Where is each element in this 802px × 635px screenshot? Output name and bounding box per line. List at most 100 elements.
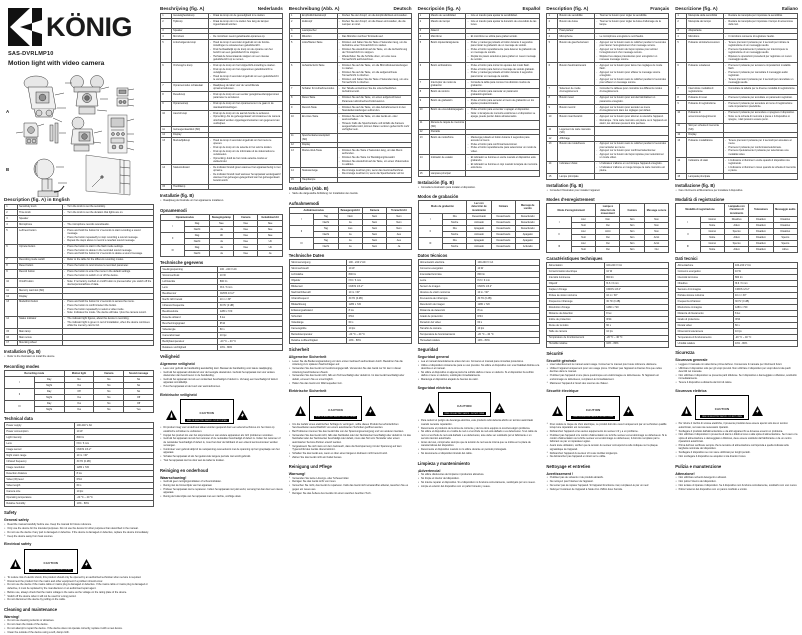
safety-title: Safety	[4, 510, 17, 516]
column-header: Tonnachricht	[386, 206, 412, 214]
item-description: Draai de knop om in te stellen hoe lang …	[207, 18, 283, 29]
table-cell: Non	[619, 234, 645, 242]
item-number: 14	[546, 160, 559, 175]
cleaning-title: Cleaning and maintenance	[4, 606, 58, 612]
item-number: 11	[288, 132, 301, 143]
electrical-safety-list: Dit product mag voor onderhoud alleen wo…	[160, 426, 283, 463]
installation-note-list: Raadpleeg de illustratie om het apparaat…	[160, 199, 283, 203]
list-item: Débranchez l'appareil et les autres équi…	[546, 430, 669, 434]
table-cell: Yes	[123, 405, 154, 414]
list-item: No desconecte el dispositivo tirando del…	[418, 452, 541, 456]
table-cell: Non	[643, 215, 670, 223]
list-item: Koppel het product los van het stopconta…	[160, 433, 283, 437]
list-item: Pulse el botón repetidamente para selecc…	[468, 146, 539, 153]
list-item: Débranchez l'appareil du secteur s'il re…	[546, 451, 669, 455]
list-item: No utilice el dispositivo si el cable de…	[418, 430, 541, 440]
caution-title: CAUTION	[585, 407, 601, 412]
cleaning-list: N'utilisez pas de solvants ni de produit…	[546, 476, 669, 492]
item-description: Drücken Sie auf die Taste, um das Aufnah…	[336, 103, 412, 115]
list-item: Tenere premuto il pulsante per 2 secondi…	[725, 41, 796, 48]
column-header: Geluidsbericht	[257, 213, 283, 221]
item-name: Aufwärts/Jetzt-Taste	[299, 62, 338, 87]
table-cell: Spento	[723, 227, 750, 235]
column-header: Lampada con rilevatore di movimento	[723, 203, 750, 217]
spec-value: 10% - 80%	[346, 337, 412, 345]
spec-label: Humidité relative	[546, 340, 605, 348]
list-item: Pulse el botón repetidamente para detene…	[468, 48, 539, 55]
list-item: Press the button repeatedly to stop reco…	[64, 236, 152, 240]
table-row: I Tag Nein Nein Nein	[288, 212, 412, 226]
table-cell: Nuit	[570, 221, 597, 230]
language-name: Italiano	[781, 6, 798, 11]
table-cell: Non	[595, 215, 621, 223]
list-item: Houd de knop 2 seconden ingedrukt om een…	[210, 75, 281, 82]
table-row: III Day Yes No Off	[4, 399, 154, 414]
table-cell: Desactivado	[490, 230, 517, 238]
table-row: 13Pulsante modalità/oraTenere premuto il…	[675, 137, 798, 158]
recording-title: Aufnahmemodi	[288, 200, 320, 206]
list-item: Tournez le bouton pour régler la durée d…	[596, 20, 667, 27]
table-row: Nacht Ja Nee Ja	[161, 249, 283, 257]
list-item: Probeer het apparaat niet te repareren. …	[160, 488, 283, 495]
warning-triangle-icon	[294, 403, 306, 417]
list-item: Reinigen Sie das Äußere des Geräts mit e…	[289, 491, 412, 495]
caution-block: CAUTION RISK OF ELECTRIC SHOCK - DO NOT O…	[423, 392, 541, 418]
table-row: Relative humidity 10% - 80%	[3, 500, 154, 508]
item-description: Refer to the table for the different rec…	[61, 256, 155, 264]
warning-title: Waarschuwing!	[160, 475, 187, 480]
table-cell: Nee	[257, 225, 283, 233]
table-row: 14StatusindicatorDe indicator brandt gro…	[160, 164, 283, 185]
item-description: Press and hold the button for 2 seconds …	[61, 227, 155, 245]
table-header-row: Modo de grabación Luz con detección de mo…	[417, 200, 541, 214]
table-row: Nacht Ja Nein Ja	[289, 242, 412, 250]
warning-triangle-icon	[681, 403, 693, 416]
item-name: Manopola del tempo	[686, 18, 724, 29]
table-cell: Nee	[257, 219, 283, 227]
electrical-safety-title: Sicurezza elettrica	[675, 388, 707, 393]
caution-box: CAUTION RISK OF ELECTRIC SHOCK - DO NOT O…	[308, 395, 363, 421]
list-item: Druk herhaaldelijk op de knop om de opna…	[210, 48, 281, 55]
installation-note-list: Consultez l'illustration pour installer …	[546, 189, 669, 193]
column-header: Modalità di registrazione	[675, 203, 725, 217]
caution-title: CAUTION	[43, 560, 59, 565]
list-item: Scollegare il prodotto dall'alimentazion…	[675, 429, 798, 433]
list-item: Appuyez sur le bouton pour confirmer/sél…	[596, 149, 667, 153]
list-item: Opmerking: Als de geheugenkaart vol is/w…	[210, 115, 281, 125]
item-name: Up/now button	[16, 243, 63, 258]
table-row: 15 Hoofdlamp	[160, 183, 283, 191]
item-name: Reset-Taste	[299, 94, 338, 106]
list-item: Press the button to start in the flash m…	[64, 245, 152, 249]
list-item: Herhaal de bovenstaande stappen om een n…	[210, 55, 281, 62]
list-item: Bei Problemen trennen Sie das Gerät bitt…	[289, 430, 412, 434]
table-cell: Non	[619, 215, 645, 223]
table-cell: I	[159, 219, 186, 233]
model-number: SAS-DVRLMP10	[8, 51, 54, 57]
recording-modes-table: Modo de grabación Luz con detección de mo…	[417, 200, 541, 250]
list-item: No utilice el dispositivo si alguna piez…	[418, 371, 541, 378]
item-description: Druk op de knop om het opnamemenu in te …	[207, 100, 283, 111]
item-number: 6	[546, 62, 559, 87]
cleaning-list: No utilice disolventes de limpieza ni pr…	[418, 473, 541, 489]
caution-box: CAUTION RISK OF ELECTRIC SHOCK - DO NOT O…	[180, 399, 234, 425]
table-row: 2Manopola del tempoRuotare la manopola p…	[675, 18, 798, 29]
column-italian: Descrizione (fig. A) Italiano 1 Manopola de…	[675, 6, 798, 563]
list-item: Drücken Sie auf die Taste, um das Gerät …	[339, 115, 410, 122]
spec-label: Relative Luftfeuchtigkeit	[288, 337, 348, 345]
list-item: Para reducir el peligro de descarga eléc…	[418, 419, 541, 426]
list-item: Druk op de knop om het opgenomen geluids…	[210, 68, 281, 75]
table-row: 2ZeitknopfDrehen Sie den Knopf, um die D…	[288, 18, 412, 29]
general-safety-list: Lesen Sie die Bedienungsanleitung vor de…	[289, 360, 412, 386]
list-item: Trek het apparaat niet los door aan de k…	[160, 459, 283, 463]
recording-modes-table: Aufnahmemodus Bewegungslicht Kamera Tonnach…	[288, 206, 412, 250]
list-item: Die Anzeige leuchtet rot, wenn die Speic…	[339, 172, 410, 176]
column-header: Messaggio audio	[772, 203, 798, 217]
list-item: Appuyez sur le bouton sans le relâcher p…	[596, 78, 667, 85]
